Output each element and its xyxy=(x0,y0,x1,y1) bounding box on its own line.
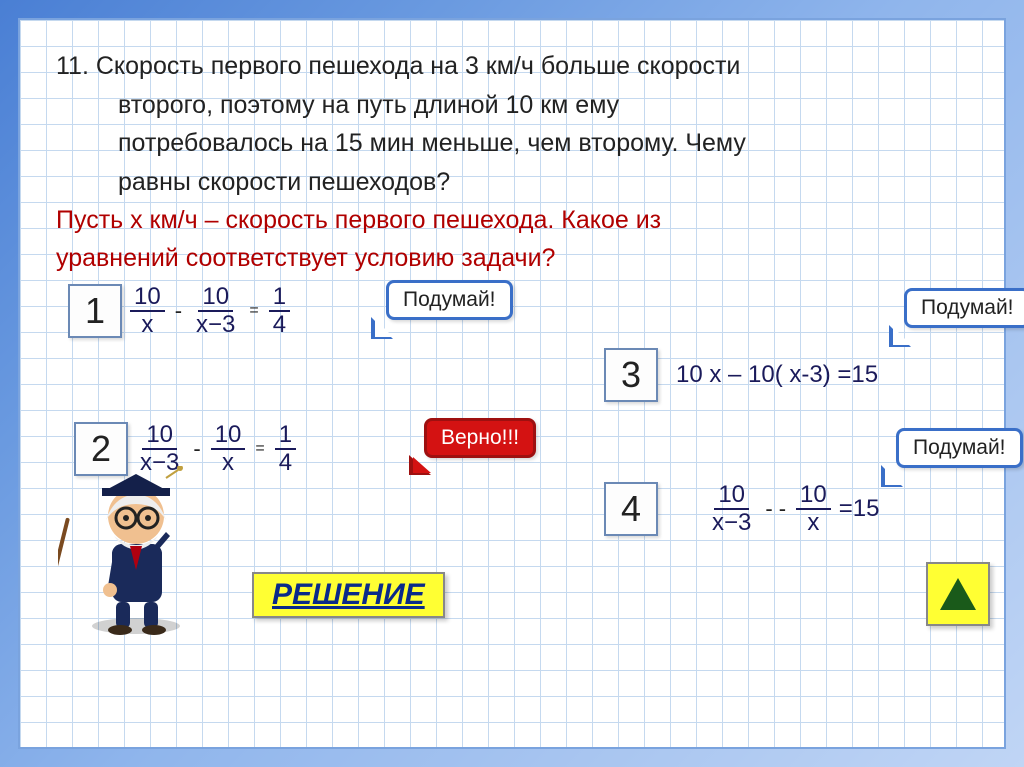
option-1-number: 1 xyxy=(68,284,122,338)
problem-text: 11. Скорость первого пешехода на 3 км/ч … xyxy=(56,50,968,83)
option-1[interactable]: 1 10 x - 10 x−3 = 1 4 xyxy=(68,284,290,338)
nav-up-button[interactable] xyxy=(926,562,990,626)
problem-line-1: Скорость первого пешехода на 3 км/ч боль… xyxy=(96,52,741,80)
problem-line-2: второго, поэтому на путь длиной 10 км ем… xyxy=(56,89,968,122)
feedback-bubble-1: Подумай! xyxy=(386,280,513,320)
fraction: 10 x xyxy=(211,423,246,475)
professor-icon xyxy=(58,466,208,636)
prompt-line-1: Пусть х км/ч – скорость первого пешехода… xyxy=(56,204,968,238)
problem-line-3: потребовалось на 15 мин меньше, чем втор… xyxy=(56,127,968,160)
feedback-bubble-4: Подумай! xyxy=(896,428,1023,468)
option-4-number: 4 xyxy=(604,482,658,536)
solution-button[interactable]: РЕШЕНИЕ xyxy=(252,572,445,618)
prompt-line-2: уравнений соответствует условию задачи? xyxy=(56,242,968,276)
fraction: 10 x xyxy=(796,483,831,535)
problem-line-4: равны скорости пешеходов? xyxy=(56,166,968,199)
options-area: 1 10 x - 10 x−3 = 1 4 2 10 x−3 - xyxy=(56,284,968,634)
slide-page: 11. Скорость первого пешехода на 3 км/ч … xyxy=(18,18,1006,749)
problem-number: 11. xyxy=(56,52,89,80)
fraction: 10 x xyxy=(130,285,165,337)
fraction: 10 x−3 xyxy=(708,483,755,535)
option-3-number: 3 xyxy=(604,348,658,402)
option-3[interactable]: 3 10 x – 10( x-3) =15 xyxy=(604,348,878,402)
feedback-bubble-2-correct: Верно!!! xyxy=(424,418,536,458)
option-3-equation: 10 x – 10( x-3) =15 xyxy=(676,361,878,389)
fraction: 10 x−3 xyxy=(192,285,239,337)
feedback-bubble-3: Подумай! xyxy=(904,288,1024,328)
fraction: 1 4 xyxy=(269,285,290,337)
fraction: 1 4 xyxy=(275,423,296,475)
option-4[interactable]: 4 10 x−3 - - 10 x =15 xyxy=(604,482,879,536)
triangle-up-icon xyxy=(936,574,980,614)
